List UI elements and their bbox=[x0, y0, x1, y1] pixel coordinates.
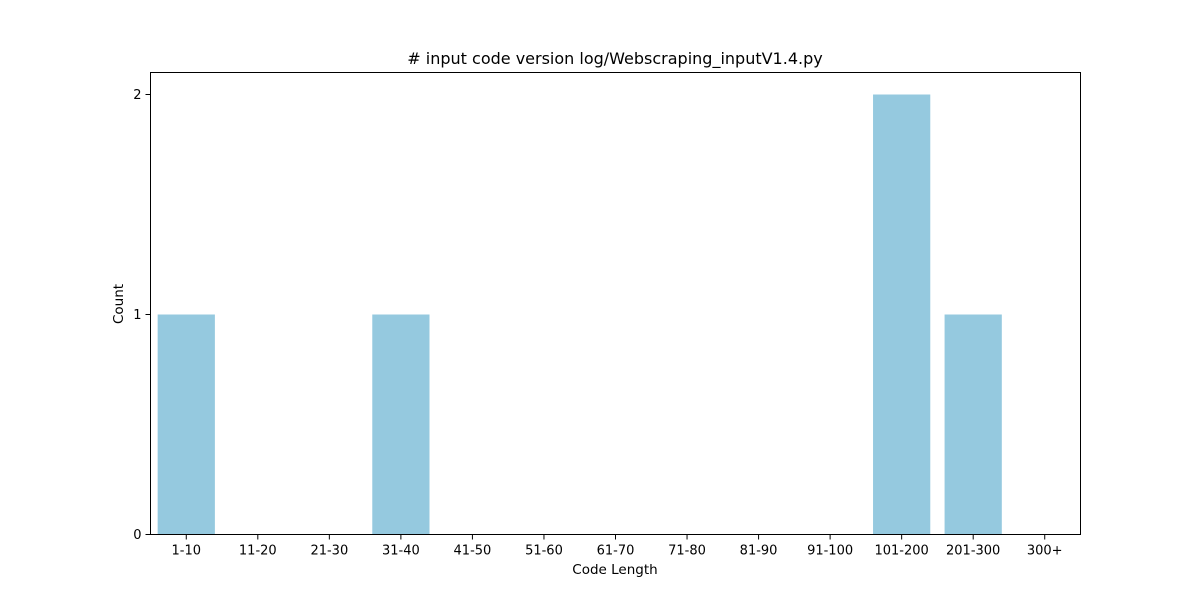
bar-31-40 bbox=[372, 314, 430, 535]
plot-frame bbox=[150, 72, 1081, 535]
x-axis: 1-10 11-20 21-30 31-40 41-50 51-60 61-70 71-80 8… bbox=[172, 534, 1063, 559]
y-tick-label: 0 bbox=[133, 528, 141, 543]
x-tick-label: 300+ bbox=[1027, 544, 1063, 559]
y-tick-label: 1 bbox=[133, 308, 141, 323]
x-axis-label: Code Length bbox=[572, 562, 657, 578]
x-tick-label: 201-300 bbox=[946, 544, 1000, 559]
bar-201-300 bbox=[944, 314, 1002, 535]
bar-101-200 bbox=[873, 94, 931, 535]
chart-title: # input code version log/Webscraping_inp… bbox=[407, 49, 822, 69]
x-tick-label: 81-90 bbox=[740, 544, 778, 559]
y-axis-label: Count bbox=[111, 284, 127, 324]
bar-1-10 bbox=[157, 314, 215, 535]
y-tick-label: 2 bbox=[133, 88, 141, 103]
x-tick-label: 21-30 bbox=[310, 544, 348, 559]
x-tick-label: 51-60 bbox=[525, 544, 563, 559]
x-tick-label: 61-70 bbox=[597, 544, 635, 559]
x-tick-label: 71-80 bbox=[668, 544, 706, 559]
x-tick-label: 31-40 bbox=[382, 544, 420, 559]
y-axis: 0 1 2 bbox=[133, 88, 151, 543]
x-tick-label: 41-50 bbox=[454, 544, 492, 559]
x-tick-label: 11-20 bbox=[239, 544, 277, 559]
bars-group bbox=[157, 94, 1002, 535]
x-tick-label: 1-10 bbox=[172, 544, 202, 559]
x-tick-label: 101-200 bbox=[874, 544, 928, 559]
x-tick-label: 91-100 bbox=[807, 544, 853, 559]
